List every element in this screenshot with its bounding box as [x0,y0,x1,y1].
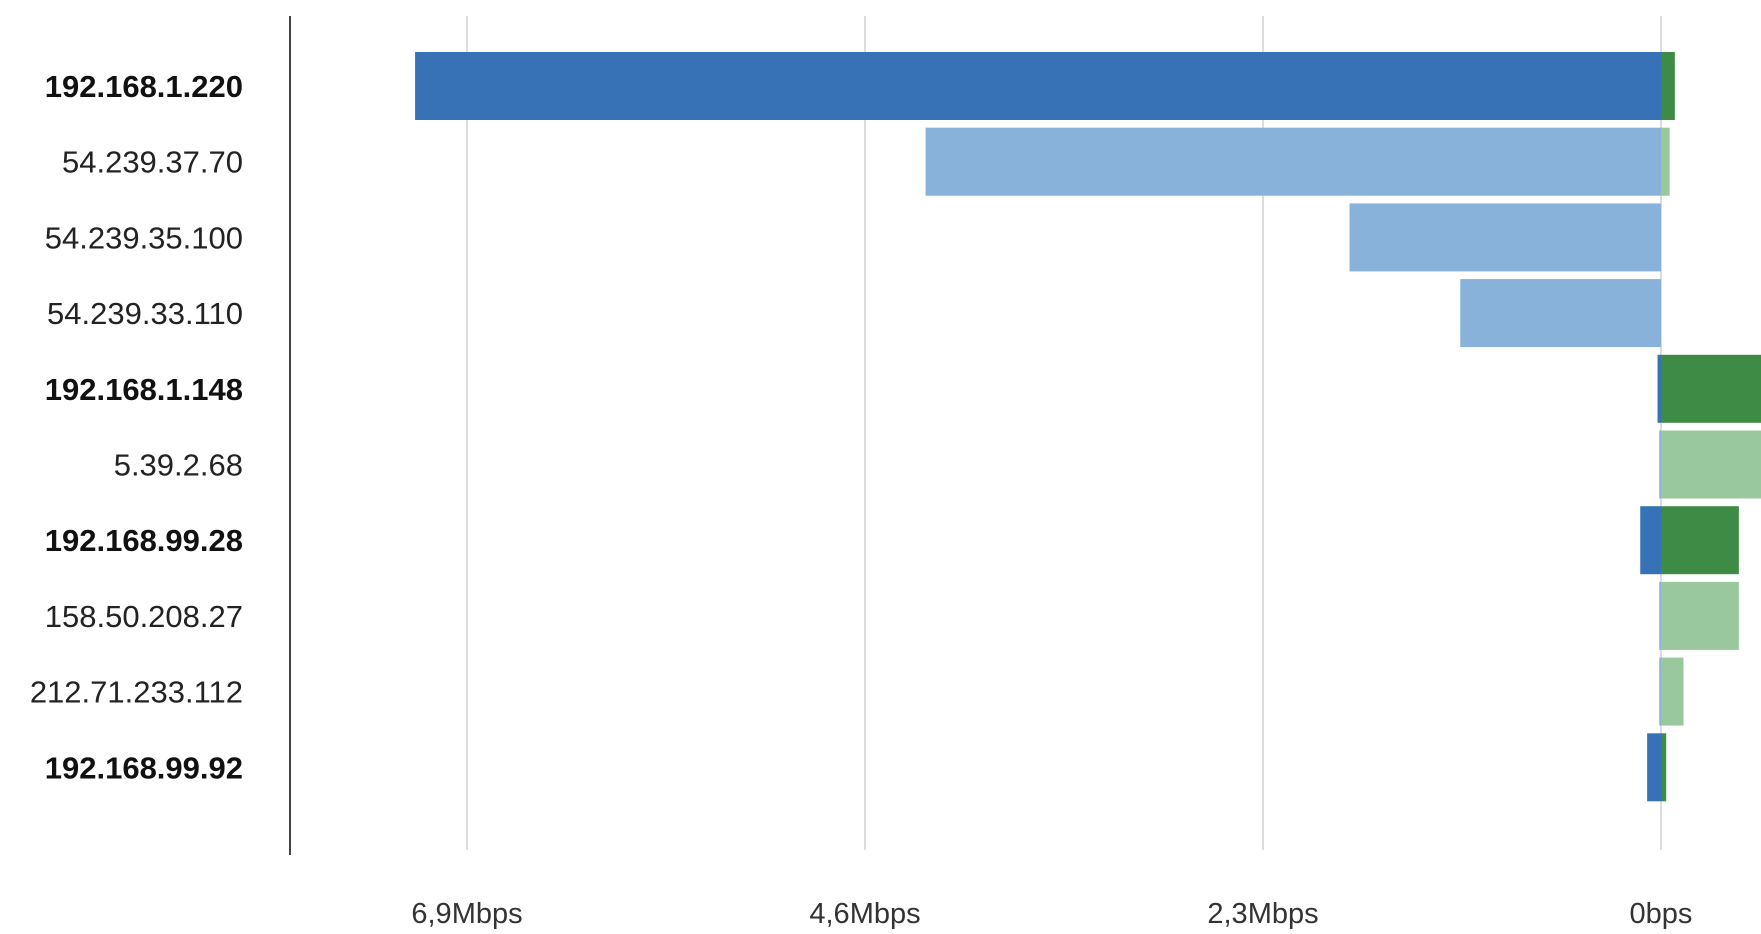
host-label: 192.168.99.28 [45,523,243,558]
host-label: 158.50.208.27 [45,599,243,634]
host-label: 54.239.33.110 [47,296,243,331]
x-tick-labels: 6,9Mbps 4,6Mbps 2,3Mbps 0bps [411,898,1692,930]
x-tick-label: 0bps [1630,898,1693,930]
bar-left [1640,506,1661,575]
host-label: 192.168.1.148 [45,372,243,407]
host-label: 54.239.35.100 [45,220,243,255]
bar-right [1661,506,1739,575]
x-tick-label: 6,9Mbps [411,898,522,930]
bar-right [1661,657,1684,726]
bar-left [1460,279,1661,348]
bar-right [1661,581,1739,650]
bar-right [1661,733,1667,802]
host-label: 192.168.99.92 [45,750,243,785]
bar-left [415,52,1662,120]
bar-left [925,127,1661,196]
host-label: 5.39.2.68 [114,448,243,483]
bar-right [1661,430,1761,499]
x-tick-label: 4,6Mbps [809,898,920,930]
bar-left [1647,733,1661,802]
host-label: 212.71.233.112 [30,675,243,710]
bar-right [1661,127,1670,196]
bar-right [1661,354,1761,423]
bar-left [1349,203,1661,272]
bar-right [1661,52,1675,120]
host-labels: 192.168.1.220 54.239.37.70 54.239.35.100 54… [30,69,243,785]
bar-left [1659,581,1661,650]
bar-left [1659,657,1661,726]
bar-left [1659,430,1661,499]
host-label: 192.168.1.220 [45,69,243,104]
x-tick-label: 2,3Mbps [1207,898,1318,930]
bar-left [1657,354,1661,423]
host-label: 54.239.37.70 [62,145,243,180]
bars [415,52,1761,802]
